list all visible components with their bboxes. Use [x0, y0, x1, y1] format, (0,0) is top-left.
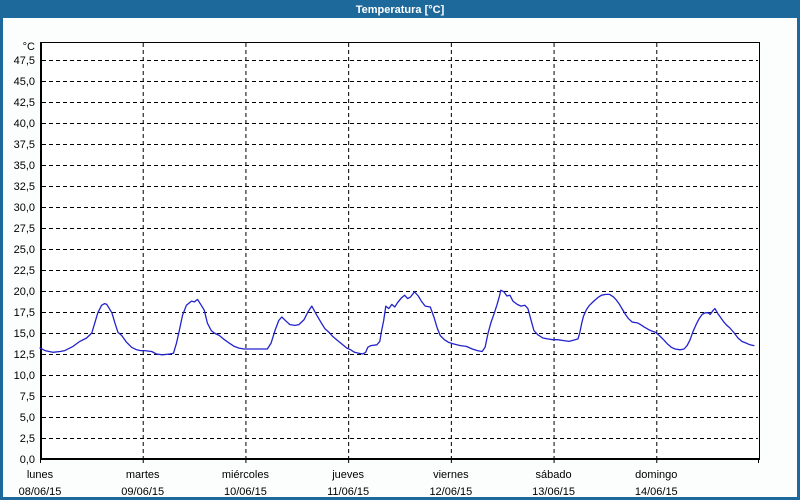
y-axis-tick-label: 27,5	[14, 223, 35, 235]
x-axis-day-label: miércoles	[222, 469, 270, 481]
y-axis-tick-label: 25,0	[14, 244, 35, 256]
y-axis-tick-label: 30,0	[14, 202, 35, 214]
x-axis-day-label: lunes	[27, 469, 54, 481]
y-axis-tick-label: 12,5	[14, 349, 35, 361]
x-axis-day-label: jueves	[331, 469, 364, 481]
x-axis-date-label: 13/06/15	[532, 486, 575, 497]
x-axis-day-label: martes	[126, 469, 160, 481]
x-axis-date-label: 14/06/15	[635, 486, 678, 497]
chart-area: 0,0 2,5 5,0 7,5 10,0 12,5 15,0 17,5 20,0 22,5 25,0…	[3, 18, 797, 497]
x-axis-date-label: 12/06/15	[429, 486, 472, 497]
y-axis-tick-label: 2,5	[20, 433, 35, 445]
plot-border	[40, 42, 760, 460]
y-axis-tick-label: 5,0	[20, 412, 35, 424]
y-axis-tick-label: 35,0	[14, 160, 35, 172]
x-axis-date-label: 09/06/15	[121, 486, 164, 497]
y-axis-tick-label: 32,5	[14, 181, 35, 193]
y-axis-tick-label: 7,5	[20, 391, 35, 403]
x-axis-date-label: 08/06/15	[19, 486, 62, 497]
x-axis-date-label: 10/06/15	[224, 486, 267, 497]
window-title: Temperatura [°C]	[355, 4, 445, 16]
y-axis-tick-label: 15,0	[14, 328, 35, 340]
y-axis-tick-label: 37,5	[14, 139, 35, 151]
temperature-chart: 0,0 2,5 5,0 7,5 10,0 12,5 15,0 17,5 20,0 22,5 25,0…	[14, 41, 760, 497]
title-bar: Temperatura [°C]	[3, 3, 797, 18]
y-axis-tick-label: 40,0	[14, 118, 35, 130]
x-axis-date-label: 11/06/15	[327, 486, 369, 497]
y-axis-tick-label: 10,0	[14, 370, 35, 382]
x-axis-day-label: domingo	[635, 469, 677, 481]
x-axis-day-label: viernes	[433, 469, 469, 481]
x-axis-day-label: sábado	[536, 469, 572, 481]
temperature-line	[39, 289, 755, 356]
y-axis-tick-label: 0,0	[20, 454, 35, 466]
y-axis-tick-label: 22,5	[14, 265, 35, 277]
y-axis-tick-label: 45,0	[14, 76, 35, 88]
y-axis-tick-label: 20,0	[14, 286, 35, 298]
y-axis-tick-label: 17,5	[14, 307, 35, 319]
y-axis-unit-label: °C	[23, 41, 35, 53]
y-axis-tick-label: 47,5	[14, 55, 35, 67]
y-axis-tick-label: 42,5	[14, 97, 35, 109]
